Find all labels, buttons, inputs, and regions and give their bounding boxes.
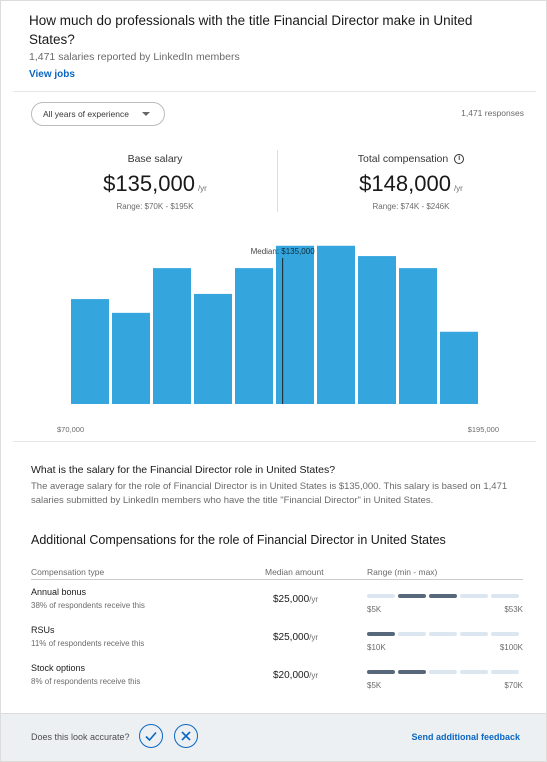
- feedback-bar: Does this look accurate? Send additional…: [1, 713, 546, 761]
- compensation-median: $25,000/yr: [273, 594, 318, 605]
- range-segment: [398, 594, 426, 598]
- compensation-median-amount: $25,000: [273, 632, 310, 643]
- range-segment: [429, 594, 457, 598]
- total-compensation-stat: Total compensation i $148,000/yr Range: …: [311, 152, 511, 211]
- compensation-row: RSUs 11% of respondents receive this $25,0…: [31, 625, 523, 663]
- base-salary-stat: Base salary $135,000/yr Range: $70K - $1…: [55, 152, 255, 211]
- histogram-bar: [440, 331, 478, 404]
- compensation-range-max: $70K: [504, 681, 523, 690]
- salary-answer: The average salary for the role of Finan…: [31, 481, 508, 506]
- range-segment: [460, 670, 488, 674]
- base-salary-range: Range: $70K - $195K: [116, 202, 194, 211]
- compensation-respondents: 8% of respondents receive this: [31, 677, 141, 686]
- range-segment: [367, 670, 395, 674]
- salary-header: How much do professionals with the title…: [1, 1, 546, 89]
- histogram-bar: [112, 312, 150, 404]
- histogram-bar: [235, 268, 273, 404]
- compensation-range-min: $10K: [367, 643, 386, 652]
- compensation-range-max: $53K: [504, 605, 523, 614]
- col-range: Range (min - max): [367, 567, 438, 577]
- compensation-range-bar: [367, 632, 519, 636]
- col-compensation-type: Compensation type: [31, 567, 105, 577]
- experience-dropdown-label: All years of experience: [43, 109, 129, 119]
- compensation-median-amount: $20,000: [273, 670, 310, 681]
- total-compensation-range: Range: $74K - $246K: [372, 202, 450, 211]
- caret-down-icon: [142, 112, 150, 116]
- compensation-table-header: Compensation type Median amount Range (m…: [31, 567, 523, 580]
- histogram-bar: [153, 268, 191, 404]
- compensation-median-per: /yr: [309, 633, 319, 642]
- close-icon: [181, 731, 191, 741]
- range-segment: [398, 670, 426, 674]
- compensation-range-bar: [367, 594, 519, 598]
- view-jobs-link[interactable]: View jobs: [29, 69, 75, 80]
- compensation-name: RSUs: [31, 625, 55, 635]
- base-salary-label: Base salary: [127, 153, 183, 165]
- additional-compensation-heading: Additional Compensations for the role of…: [31, 533, 446, 547]
- x-min-label: $70,000: [57, 425, 84, 434]
- compensation-median: $20,000/yr: [273, 670, 318, 681]
- range-segment: [460, 632, 488, 636]
- compensation-range-bar: [367, 670, 519, 674]
- base-salary-amount: $135,000: [103, 171, 195, 196]
- range-segment: [460, 594, 488, 598]
- compensation-median-per: /yr: [309, 595, 319, 604]
- compensation-row: Stock options 8% of respondents receive t…: [31, 663, 523, 701]
- compensation-range-min: $5K: [367, 681, 382, 690]
- experience-dropdown[interactable]: All years of experience: [31, 102, 165, 126]
- histogram-bar: [317, 245, 355, 404]
- histogram-bar: [358, 256, 396, 404]
- histogram-bars: [71, 245, 478, 404]
- salary-panel: All years of experience 1,471 responses …: [13, 91, 536, 442]
- range-segment: [429, 670, 457, 674]
- compensation-range-min: $5K: [367, 605, 382, 614]
- compensation-row: Annual bonus 38% of respondents receive t…: [31, 587, 523, 625]
- accuracy-question: Does this look accurate?: [31, 732, 130, 742]
- check-icon: [145, 731, 157, 742]
- stat-divider: [277, 150, 278, 212]
- range-segment: [367, 632, 395, 636]
- responses-count: 1,471 responses: [461, 108, 524, 118]
- compensation-median-per: /yr: [309, 671, 319, 680]
- accurate-no-button[interactable]: [174, 724, 198, 748]
- median-label: Median: $135,000: [251, 247, 316, 256]
- total-compensation-label: Total compensation: [357, 153, 449, 165]
- histogram-bar: [399, 268, 437, 404]
- col-median-amount: Median amount: [265, 567, 324, 577]
- base-salary-per: /yr: [197, 184, 207, 193]
- salary-explanation: What is the salary for the Financial Dir…: [31, 463, 531, 508]
- range-segment: [429, 632, 457, 636]
- compensation-median: $25,000/yr: [273, 632, 318, 643]
- histogram-bar: [194, 293, 232, 404]
- accurate-yes-button[interactable]: [139, 724, 163, 748]
- range-segment: [491, 670, 519, 674]
- send-feedback-link[interactable]: Send additional feedback: [411, 732, 520, 742]
- compensation-name: Stock options: [31, 663, 86, 673]
- page-title: How much do professionals with the title…: [29, 13, 473, 47]
- histogram-bar: [276, 245, 314, 404]
- range-segment: [491, 594, 519, 598]
- salary-count: 1,471 salaries reported by LinkedIn memb…: [29, 51, 240, 63]
- histogram-bar: [71, 299, 109, 404]
- range-segment: [398, 632, 426, 636]
- total-compensation-per: /yr: [453, 184, 463, 193]
- info-icon[interactable]: i: [454, 154, 465, 164]
- x-max-label: $195,000: [468, 425, 499, 434]
- salary-question: What is the salary for the Financial Dir…: [31, 464, 336, 476]
- compensation-respondents: 11% of respondents receive this: [31, 639, 145, 648]
- compensation-median-amount: $25,000: [273, 594, 310, 605]
- range-segment: [367, 594, 395, 598]
- total-compensation-amount: $148,000: [359, 171, 451, 196]
- compensation-range-max: $100K: [499, 643, 523, 652]
- compensation-name: Annual bonus: [31, 587, 87, 597]
- salary-histogram: Median: $135,000 $70,000 $195,000: [57, 245, 499, 434]
- compensation-respondents: 38% of respondents receive this: [31, 601, 145, 610]
- range-segment: [491, 632, 519, 636]
